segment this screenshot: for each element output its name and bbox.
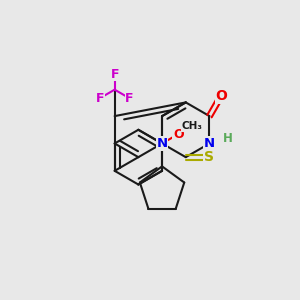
Text: N: N [204, 137, 215, 150]
Text: F: F [110, 68, 119, 81]
Text: O: O [173, 128, 184, 141]
Text: N: N [157, 137, 168, 150]
Text: F: F [125, 92, 134, 105]
Text: F: F [96, 92, 104, 105]
Text: N: N [157, 137, 168, 150]
Text: O: O [215, 89, 227, 103]
Text: S: S [204, 150, 214, 164]
Text: H: H [223, 132, 232, 145]
Text: CH₃: CH₃ [181, 122, 202, 131]
